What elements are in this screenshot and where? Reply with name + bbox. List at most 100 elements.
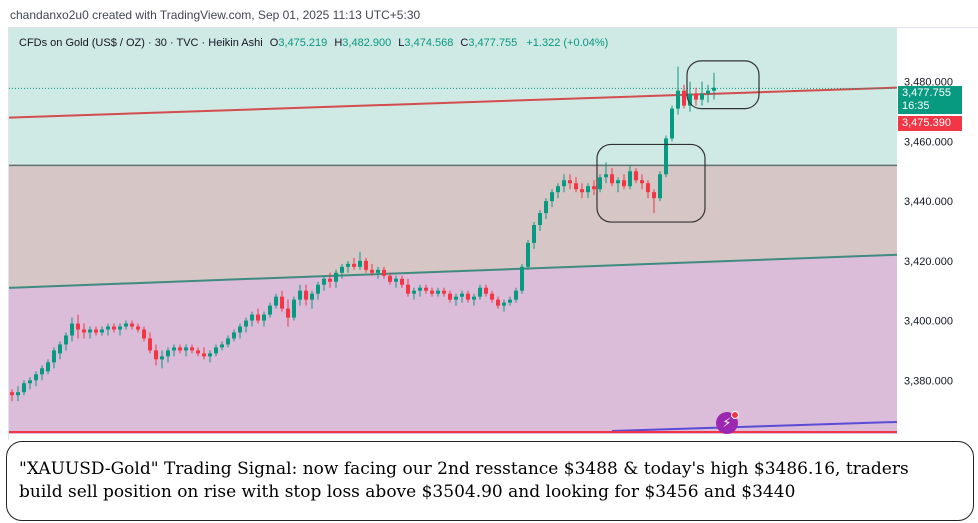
candle-body[interactable] (616, 180, 620, 184)
candle-body[interactable] (166, 350, 170, 357)
candle-body[interactable] (304, 290, 308, 300)
candle-body[interactable] (646, 183, 650, 193)
candle-body[interactable] (430, 290, 434, 294)
candle-body[interactable] (160, 356, 164, 360)
candle-body[interactable] (334, 272, 338, 282)
candle-body[interactable] (556, 186, 560, 193)
candle-body[interactable] (700, 93, 704, 100)
lightning-alert-icon[interactable]: ⚡ (716, 411, 739, 434)
candle-body[interactable] (316, 284, 320, 294)
candle-body[interactable] (394, 278, 398, 282)
candle-body[interactable] (664, 138, 668, 175)
candle-body[interactable] (118, 326, 122, 330)
candle-body[interactable] (508, 299, 512, 303)
candle-body[interactable] (652, 192, 656, 199)
candle-body[interactable] (628, 171, 632, 187)
candle-body[interactable] (364, 260, 368, 270)
candle-body[interactable] (178, 347, 182, 351)
candle-body[interactable] (52, 350, 56, 363)
candle-body[interactable] (436, 290, 440, 294)
candle-body[interactable] (220, 344, 224, 348)
candle-body[interactable] (352, 263, 356, 267)
candle-body[interactable] (454, 296, 458, 300)
candle-body[interactable] (682, 90, 686, 106)
candle-body[interactable] (610, 174, 614, 184)
candle-body[interactable] (418, 287, 422, 291)
candle-body[interactable] (280, 296, 284, 309)
candle-body[interactable] (370, 269, 374, 273)
candle-body[interactable] (16, 392, 20, 396)
candle-body[interactable] (442, 290, 446, 294)
candle-body[interactable] (184, 347, 188, 351)
candle-body[interactable] (310, 293, 314, 300)
candle-body[interactable] (526, 242, 530, 267)
candle-body[interactable] (46, 362, 50, 372)
candle-body[interactable] (256, 314, 260, 321)
candle-body[interactable] (640, 180, 644, 184)
candle-body[interactable] (658, 174, 662, 199)
candle-body[interactable] (22, 383, 26, 393)
candle-body[interactable] (670, 108, 674, 139)
candle-body[interactable] (520, 266, 524, 291)
candle-body[interactable] (250, 314, 254, 321)
candle-body[interactable] (604, 174, 608, 178)
trendline-lower-channel[interactable] (611, 420, 898, 433)
candle-body[interactable] (142, 329, 146, 339)
candle-body[interactable] (514, 290, 518, 300)
top-box[interactable] (686, 60, 760, 110)
candle-body[interactable] (472, 296, 476, 300)
candle-body[interactable] (226, 338, 230, 345)
candle-body[interactable] (208, 353, 212, 357)
candle-body[interactable] (154, 350, 158, 360)
candle-body[interactable] (586, 186, 590, 193)
candle-body[interactable] (244, 320, 248, 327)
candle-body[interactable] (580, 189, 584, 193)
candle-body[interactable] (460, 293, 464, 297)
candle-body[interactable] (196, 350, 200, 354)
candle-body[interactable] (502, 302, 506, 306)
candle-body[interactable] (136, 326, 140, 330)
candle-body[interactable] (286, 308, 290, 318)
candle-body[interactable] (328, 278, 332, 282)
candle-body[interactable] (574, 183, 578, 190)
candle-body[interactable] (622, 180, 626, 187)
candle-body[interactable] (562, 180, 566, 187)
candle-body[interactable] (490, 293, 494, 300)
price-chart[interactable]: 3,380.000 3,400.000 3,420.000 3,440.000 3,46… (9, 28, 978, 441)
consolidation-box[interactable] (596, 143, 706, 223)
candle-body[interactable] (40, 368, 44, 375)
candle-body[interactable] (76, 323, 80, 330)
candle-body[interactable] (424, 287, 428, 291)
candle-body[interactable] (70, 323, 74, 336)
candle-body[interactable] (148, 338, 152, 351)
candle-body[interactable] (292, 299, 296, 318)
candle-body[interactable] (550, 192, 554, 202)
candle-body[interactable] (82, 329, 86, 333)
candle-body[interactable] (100, 329, 104, 333)
candle-body[interactable] (382, 269, 386, 276)
candle-body[interactable] (274, 296, 278, 306)
candle-body[interactable] (358, 260, 362, 267)
candle-body[interactable] (28, 380, 32, 384)
trendline-support[interactable] (9, 253, 898, 289)
candle-body[interactable] (634, 171, 638, 181)
candle-body[interactable] (400, 278, 404, 285)
candle-body[interactable] (64, 335, 68, 345)
candle-body[interactable] (88, 329, 92, 333)
trendline-resistance[interactable] (9, 86, 898, 119)
candle-body[interactable] (340, 266, 344, 273)
candle-body[interactable] (406, 284, 410, 294)
candle-body[interactable] (10, 392, 14, 396)
candle-body[interactable] (214, 347, 218, 354)
candle-body[interactable] (262, 314, 266, 321)
candle-body[interactable] (232, 332, 236, 339)
candle-body[interactable] (478, 287, 482, 297)
candle-body[interactable] (484, 287, 488, 294)
candle-body[interactable] (202, 353, 206, 357)
candle-body[interactable] (298, 290, 302, 300)
candle-body[interactable] (106, 326, 110, 330)
candle-body[interactable] (496, 299, 500, 306)
candle-body[interactable] (568, 180, 572, 184)
candle-body[interactable] (94, 329, 98, 333)
candle-body[interactable] (172, 347, 176, 351)
